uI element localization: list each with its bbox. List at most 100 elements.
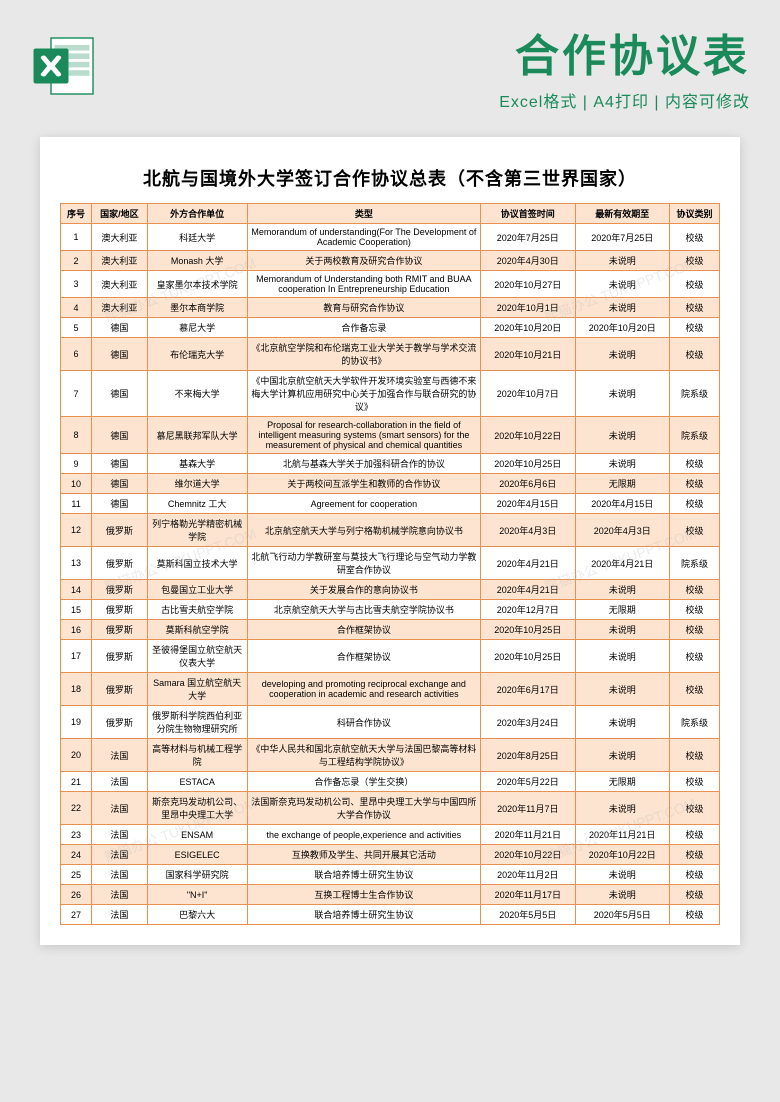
- table-row: 13俄罗斯莫斯科国立技术大学北航飞行动力学教研室与莫技大飞行理论与空气动力学教研…: [61, 547, 720, 580]
- table-cell: 联合培养博士研究生协议: [247, 905, 480, 925]
- table-cell: 25: [61, 865, 92, 885]
- table-cell: 合作备忘录: [247, 318, 480, 338]
- table-cell: 2020年10月21日: [481, 338, 575, 371]
- table-cell: 圣彼得堡国立航空航天仪表大学: [147, 640, 247, 673]
- table-cell: ESTACA: [147, 772, 247, 792]
- table-cell: 22: [61, 792, 92, 825]
- table-cell: 联合培养博士研究生协议: [247, 865, 480, 885]
- table-cell: 2020年3月24日: [481, 706, 575, 739]
- col-header-signdate: 协议首签时间: [481, 204, 575, 224]
- table-cell: 2020年4月15日: [481, 494, 575, 514]
- table-cell: 合作框架协议: [247, 620, 480, 640]
- table-cell: 俄罗斯: [92, 600, 148, 620]
- table-cell: 26: [61, 885, 92, 905]
- table-cell: 19: [61, 706, 92, 739]
- table-cell: 15: [61, 600, 92, 620]
- table-cell: 2020年8月25日: [481, 739, 575, 772]
- table-row: 26法国"N+I"互换工程博士生合作协议2020年11月17日未说明校级: [61, 885, 720, 905]
- table-cell: 科廷大学: [147, 224, 247, 251]
- table-cell: 17: [61, 640, 92, 673]
- table-cell: 2020年4月3日: [575, 514, 669, 547]
- table-cell: 校级: [669, 514, 719, 547]
- table-row: 17俄罗斯圣彼得堡国立航空航天仪表大学合作框架协议2020年10月25日未说明校…: [61, 640, 720, 673]
- table-cell: "N+I": [147, 885, 247, 905]
- table-cell: 德国: [92, 494, 148, 514]
- table-cell: 德国: [92, 474, 148, 494]
- table-cell: 未说明: [575, 251, 669, 271]
- table-cell: 俄罗斯: [92, 580, 148, 600]
- table-cell: 校级: [669, 474, 719, 494]
- table-row: 16俄罗斯莫斯科航空学院合作框架协议2020年10月25日未说明校级: [61, 620, 720, 640]
- table-row: 15俄罗斯古比雪夫航空学院北京航空航天大学与古比雪夫航空学院协议书2020年12…: [61, 600, 720, 620]
- table-row: 25法国国家科学研究院联合培养博士研究生协议2020年11月2日未说明校级: [61, 865, 720, 885]
- table-cell: 慕尼大学: [147, 318, 247, 338]
- table-cell: 皇家墨尔本技术学院: [147, 271, 247, 298]
- table-cell: 校级: [669, 865, 719, 885]
- table-cell: 未说明: [575, 454, 669, 474]
- table-cell: 2020年11月17日: [481, 885, 575, 905]
- table-cell: 德国: [92, 454, 148, 474]
- table-cell: 俄罗斯: [92, 640, 148, 673]
- table-cell: 未说明: [575, 865, 669, 885]
- table-cell: 关于两校间互派学生和教师的合作协议: [247, 474, 480, 494]
- document-sheet: 北航与国境外大学签订合作协议总表（不含第三世界国家） 序号 国家/地区 外方合作…: [40, 137, 740, 945]
- table-cell: 2020年12月7日: [481, 600, 575, 620]
- table-row: 10德国维尔道大学关于两校间互派学生和教师的合作协议2020年6月6日无限期校级: [61, 474, 720, 494]
- table-row: 18俄罗斯Samara 国立航空航天大学developing and promo…: [61, 673, 720, 706]
- table-cell: 澳大利亚: [92, 298, 148, 318]
- table-cell: 法国: [92, 885, 148, 905]
- table-cell: 无限期: [575, 474, 669, 494]
- table-cell: 未说明: [575, 885, 669, 905]
- table-cell: 巴黎六大: [147, 905, 247, 925]
- table-cell: 2020年4月30日: [481, 251, 575, 271]
- table-cell: 包曼国立工业大学: [147, 580, 247, 600]
- table-cell: 澳大利亚: [92, 224, 148, 251]
- table-row: 4澳大利亚墨尔本商学院教育与研究合作协议2020年10月1日未说明校级: [61, 298, 720, 318]
- table-cell: 校级: [669, 224, 719, 251]
- table-cell: developing and promoting reciprocal exch…: [247, 673, 480, 706]
- table-cell: 俄罗斯: [92, 620, 148, 640]
- table-cell: 校级: [669, 739, 719, 772]
- table-cell: 法国: [92, 792, 148, 825]
- table-cell: 2020年7月25日: [481, 224, 575, 251]
- table-cell: 2020年5月5日: [481, 905, 575, 925]
- table-cell: 2020年10月1日: [481, 298, 575, 318]
- table-cell: 不来梅大学: [147, 371, 247, 417]
- table-header-row: 序号 国家/地区 外方合作单位 类型 协议首签时间 最新有效期至 协议类别: [61, 204, 720, 224]
- table-cell: 无限期: [575, 772, 669, 792]
- table-cell: 维尔道大学: [147, 474, 247, 494]
- table-cell: 6: [61, 338, 92, 371]
- table-cell: 俄罗斯科学院西伯利亚分院生物物理研究所: [147, 706, 247, 739]
- table-cell: 北航与基森大学关于加强科研合作的协议: [247, 454, 480, 474]
- col-header-validdate: 最新有效期至: [575, 204, 669, 224]
- table-cell: 2020年10月22日: [575, 845, 669, 865]
- table-cell: 2020年11月7日: [481, 792, 575, 825]
- table-cell: 2020年4月15日: [575, 494, 669, 514]
- table-cell: 未说明: [575, 739, 669, 772]
- table-cell: 12: [61, 514, 92, 547]
- table-cell: 2020年4月3日: [481, 514, 575, 547]
- table-cell: 校级: [669, 298, 719, 318]
- table-cell: ESIGELEC: [147, 845, 247, 865]
- table-cell: Memorandum of Understanding both RMIT an…: [247, 271, 480, 298]
- col-header-num: 序号: [61, 204, 92, 224]
- table-cell: 13: [61, 547, 92, 580]
- table-row: 8德国慕尼黑联邦军队大学Proposal for research-collab…: [61, 417, 720, 454]
- table-cell: 校级: [669, 885, 719, 905]
- table-cell: 未说明: [575, 580, 669, 600]
- table-cell: 2020年10月27日: [481, 271, 575, 298]
- table-cell: 合作备忘录（学生交换）: [247, 772, 480, 792]
- table-cell: 未说明: [575, 673, 669, 706]
- table-cell: 校级: [669, 494, 719, 514]
- table-row: 7德国不来梅大学《中国北京航空航天大学软件开发环境实验室与西德不来梅大学计算机应…: [61, 371, 720, 417]
- table-cell: 14: [61, 580, 92, 600]
- table-cell: 2020年10月25日: [481, 454, 575, 474]
- table-cell: 校级: [669, 772, 719, 792]
- table-cell: 法国: [92, 865, 148, 885]
- table-cell: Memorandum of understanding(For The Deve…: [247, 224, 480, 251]
- table-cell: 国家科学研究院: [147, 865, 247, 885]
- table-cell: 11: [61, 494, 92, 514]
- table-cell: 校级: [669, 251, 719, 271]
- table-cell: 布伦瑞克大学: [147, 338, 247, 371]
- table-cell: 法国斯奈克玛发动机公司、里昂中央理工大学与中国四所大学合作协议: [247, 792, 480, 825]
